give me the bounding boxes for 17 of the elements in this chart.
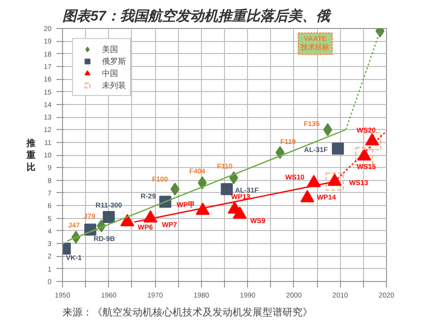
point xyxy=(326,172,344,191)
y-axis-title: 推重比 xyxy=(26,138,36,172)
point xyxy=(170,182,180,196)
point xyxy=(355,147,374,166)
point xyxy=(102,210,115,223)
legend-label: 美国 xyxy=(102,44,119,54)
legend-label: 未列装 xyxy=(102,80,126,90)
legend-label: 俄罗斯 xyxy=(102,56,126,66)
point xyxy=(220,183,233,196)
point xyxy=(198,176,207,190)
point xyxy=(120,214,134,226)
point xyxy=(332,142,344,155)
point xyxy=(363,132,382,150)
legend-label: 中国 xyxy=(102,68,119,78)
chart-title: 图表57：我国航空发动机推重比落后美、俄 xyxy=(62,8,332,24)
point xyxy=(323,123,332,136)
source-note: 来源：《航空发动机核心机技术及发动机发展型谱研究》 xyxy=(62,306,312,318)
